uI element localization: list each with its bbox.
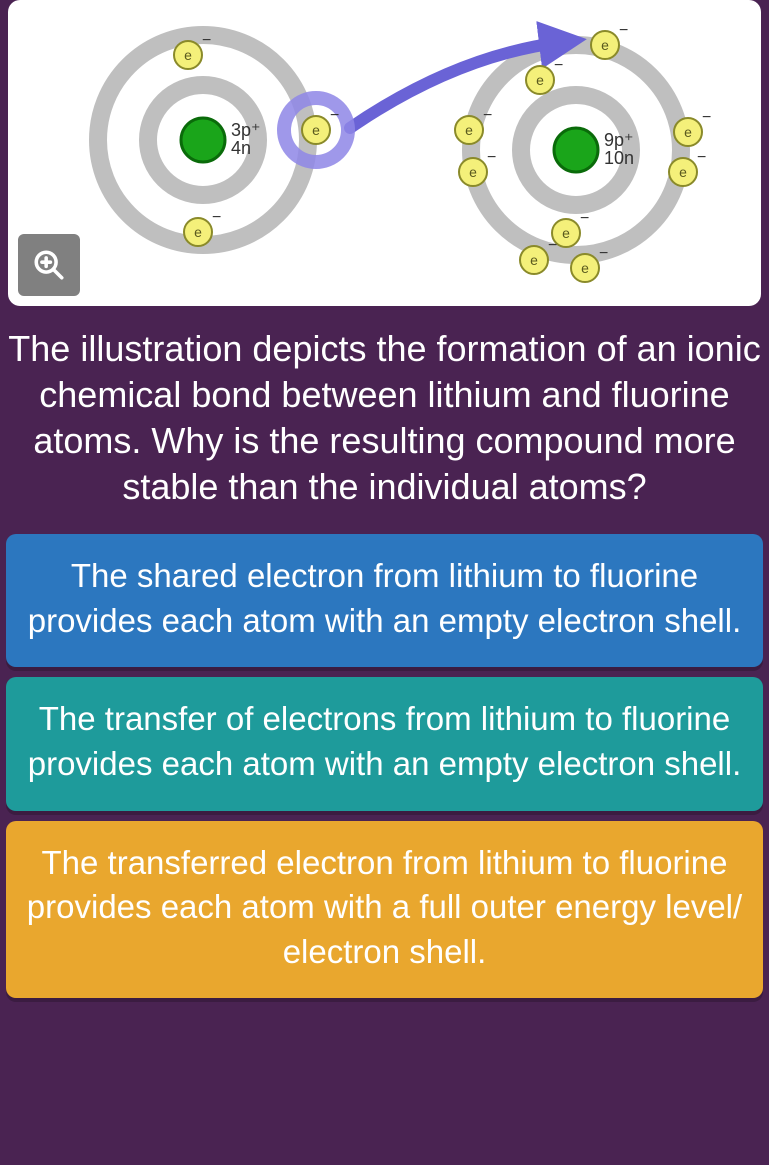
svg-text:−: − [599,245,608,262]
svg-text:−: − [554,57,563,74]
svg-text:−: − [330,107,339,124]
svg-text:−: − [619,22,628,39]
svg-text:e: e [562,225,570,241]
question-text: The illustration depicts the formation o… [0,326,769,534]
zoom-in-icon [32,248,66,282]
svg-text:e: e [194,224,202,240]
answer-option-2[interactable]: The transfer of electrons from lithium t… [6,677,763,810]
svg-text:9p⁺: 9p⁺ [604,130,634,150]
svg-text:4n: 4n [231,138,251,158]
svg-text:e: e [312,122,320,138]
svg-text:e: e [530,252,538,268]
quiz-page: 3p⁺4n9p⁺10ne−e−e−e−e−e−e−e−e−e−e−e− The … [0,0,769,1018]
svg-text:e: e [536,72,544,88]
svg-text:10n: 10n [604,148,634,168]
svg-text:−: − [702,109,711,126]
svg-text:e: e [469,164,477,180]
zoom-in-button[interactable] [18,234,80,296]
illustration-card: 3p⁺4n9p⁺10ne−e−e−e−e−e−e−e−e−e−e−e− [8,0,761,306]
svg-text:−: − [548,237,557,254]
svg-text:−: − [580,210,589,227]
svg-text:e: e [184,47,192,63]
ionic-bond-diagram: 3p⁺4n9p⁺10ne−e−e−e−e−e−e−e−e−e−e−e− [18,10,751,290]
svg-text:−: − [202,32,211,49]
svg-text:e: e [465,122,473,138]
answer-option-1[interactable]: The shared electron from lithium to fluo… [6,534,763,667]
svg-text:e: e [684,124,692,140]
svg-text:e: e [601,37,609,53]
svg-text:−: − [212,209,221,226]
svg-text:e: e [679,164,687,180]
answer-option-3[interactable]: The transferred electron from lithium to… [6,821,763,999]
svg-text:−: − [487,149,496,166]
svg-text:3p⁺: 3p⁺ [231,120,261,140]
svg-text:−: − [483,107,492,124]
svg-text:e: e [581,260,589,276]
svg-text:−: − [697,149,706,166]
